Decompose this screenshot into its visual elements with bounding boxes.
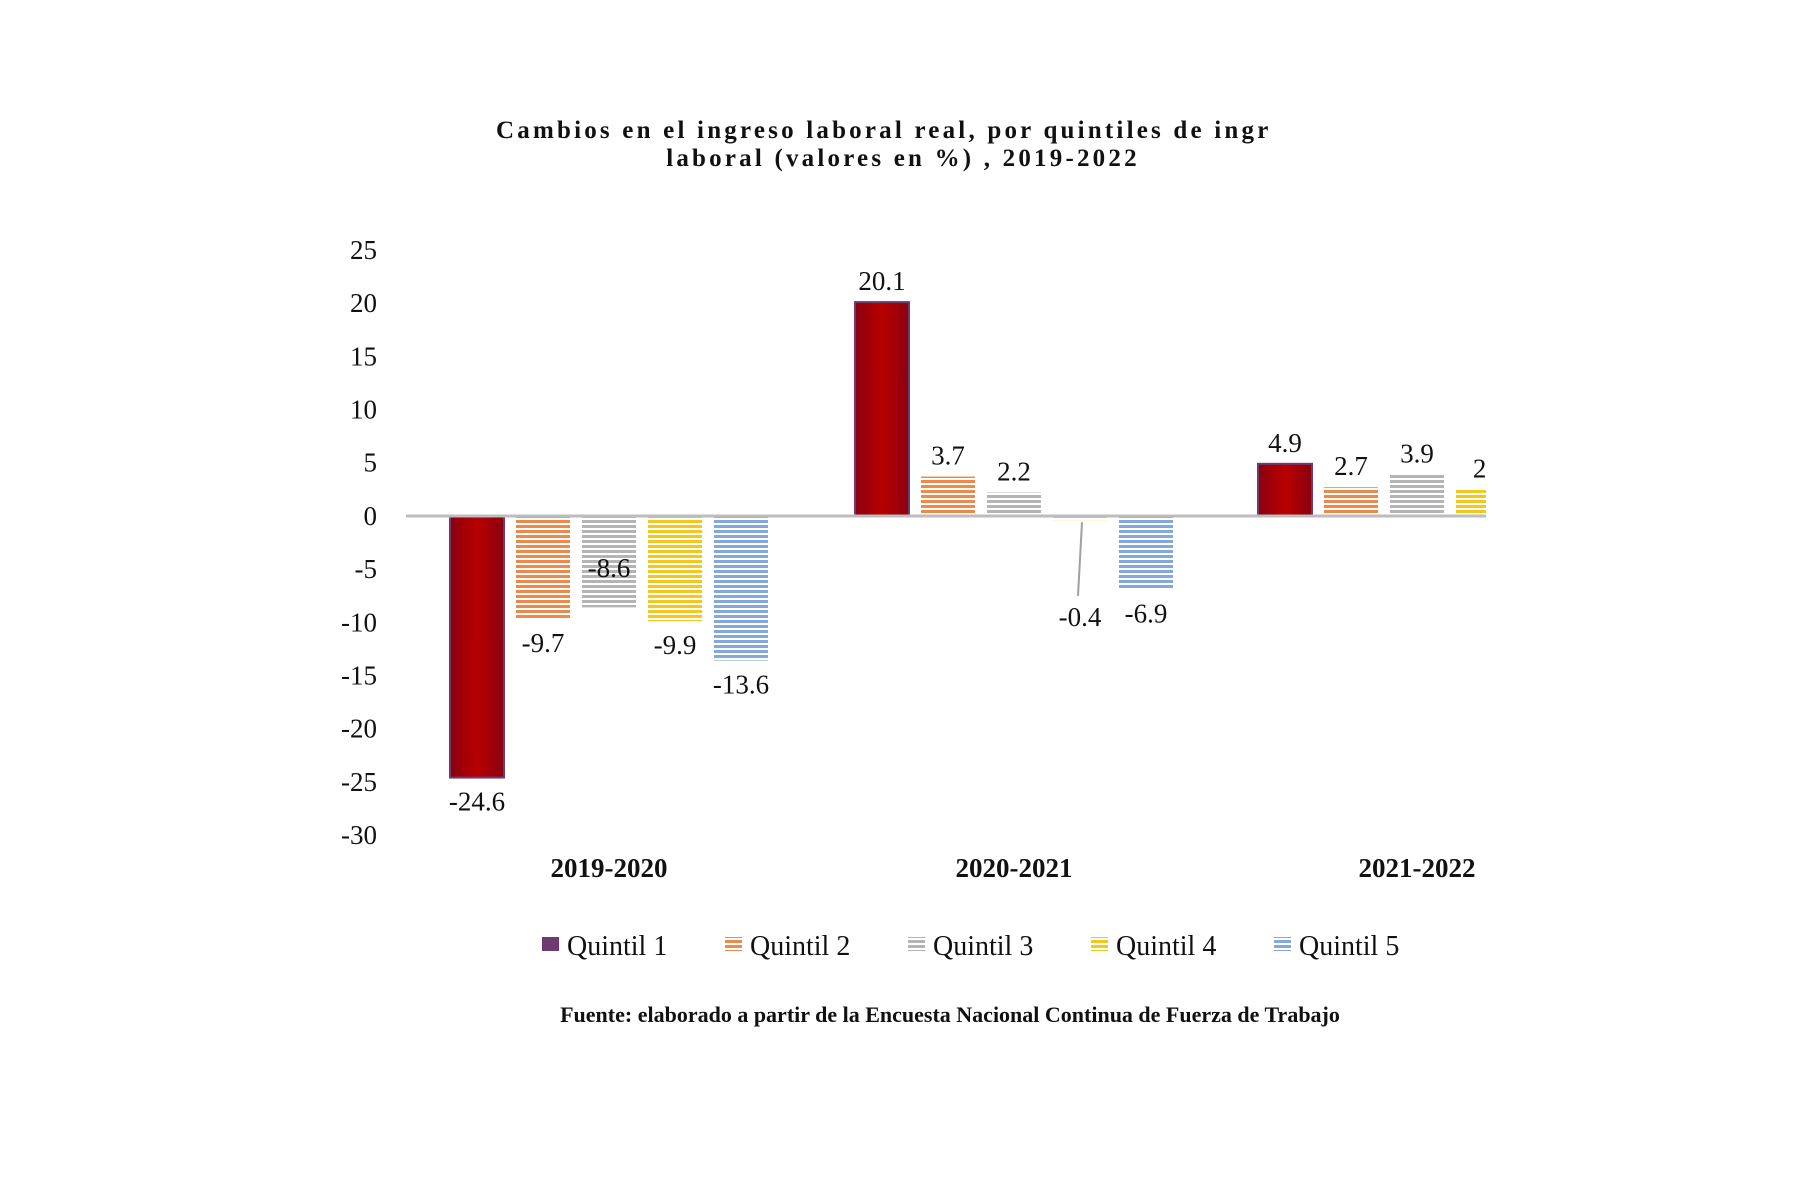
- data-label: 2.2: [997, 457, 1031, 487]
- data-label: -24.6: [449, 787, 505, 817]
- bar-quintil-3-2020-2021: [987, 492, 1041, 516]
- legend: Quintil 1 Quintil 2 Quintil 3 Quintil 4 Quin…: [542, 931, 1399, 962]
- leader-line: [1077, 522, 1083, 597]
- bar-quintil-2-2020-2021: [921, 476, 975, 516]
- bar-quintil-5-2020-2021: [1119, 515, 1173, 590]
- y-tick-label: -10: [341, 607, 377, 637]
- legend-label: Quintil 4: [1116, 931, 1216, 962]
- legend-item-quintil-5: Quintil 5: [1274, 931, 1399, 962]
- category-label: 2021-2022: [1359, 853, 1476, 883]
- data-label: -0.4: [1059, 602, 1102, 632]
- legend-label: Quintil 5: [1299, 931, 1399, 962]
- chart-title: Cambios en el ingreso laboral real, por …: [496, 117, 1272, 172]
- data-label: -6.9: [1125, 598, 1168, 628]
- bar-quintil-3-2019-2020: [582, 515, 636, 608]
- category-labels: 2019-2020 2020-2021 2021-2022: [551, 853, 1476, 883]
- category-label: 2019-2020: [551, 853, 668, 883]
- legend-item-quintil-2: Quintil 2: [725, 931, 850, 962]
- legend-label: Quintil 2: [750, 931, 850, 962]
- data-label: 3.7: [931, 441, 965, 471]
- y-tick-label: -30: [341, 820, 377, 850]
- legend-swatch: [1091, 937, 1108, 951]
- bar-quintil-1-2020-2021: [854, 301, 910, 517]
- y-tick-label: -5: [355, 554, 378, 584]
- bar-quintil-1-2021-2022: [1257, 462, 1313, 517]
- legend-swatch: [725, 937, 742, 951]
- y-tick-label: -25: [341, 767, 377, 797]
- y-tick-label: -15: [341, 660, 377, 690]
- legend-swatch: [1274, 937, 1291, 951]
- data-labels: -24.6 -9.7 -8.6 -9.9 -13.6 20.1 3.7 2.2 -0.4 -6.9…: [449, 266, 1493, 817]
- bar-quintil-1-2019-2020: [449, 514, 505, 779]
- data-label: -9.9: [654, 630, 697, 660]
- bar-quintil-5-2019-2020: [714, 515, 768, 661]
- y-axis-ticks: 25 20 15 10 5 0 -5 -10 -15 -20 -25 -30: [341, 235, 377, 850]
- bar-quintil-3-2021-2022: [1390, 474, 1444, 516]
- legend-swatch: [542, 937, 559, 951]
- legend-swatch: [908, 937, 925, 951]
- data-label: -13.6: [713, 670, 769, 700]
- source-note: Fuente: elaborado a partir de la Encuest…: [560, 1002, 1340, 1027]
- y-tick-label: 15: [350, 341, 377, 371]
- data-label: 3.9: [1400, 438, 1434, 468]
- legend-label: Quintil 1: [567, 931, 667, 962]
- y-tick-label: 10: [350, 395, 377, 425]
- chart-title-line-2: laboral (valores en %) , 2019-2022: [666, 145, 1140, 172]
- category-label: 2020-2021: [956, 853, 1073, 883]
- data-label: 2.: [1473, 453, 1493, 483]
- legend-item-quintil-1: Quintil 1: [542, 931, 667, 962]
- bar-quintil-4-2020-2021: [1053, 515, 1107, 521]
- bar-quintil-2-2019-2020: [516, 515, 570, 620]
- data-label: 20.1: [858, 266, 905, 296]
- y-tick-label: 5: [364, 448, 378, 478]
- chart-title-line-1: Cambios en el ingreso laboral real, por …: [496, 117, 1272, 144]
- data-label: -9.7: [522, 628, 565, 658]
- data-label: 4.9: [1268, 428, 1302, 458]
- bar-quintil-4-2021-2022: [1456, 489, 1486, 516]
- y-tick-label: 0: [364, 501, 378, 531]
- bars: [449, 301, 1486, 779]
- y-tick-label: 20: [350, 288, 377, 318]
- bar-quintil-4-2019-2020: [648, 515, 702, 622]
- data-label: 2.7: [1334, 451, 1368, 481]
- y-tick-label: 25: [350, 235, 377, 265]
- legend-item-quintil-3: Quintil 3: [908, 931, 1033, 962]
- y-tick-label: -20: [341, 714, 377, 744]
- bar-quintil-2-2021-2022: [1324, 487, 1378, 516]
- legend-item-quintil-4: Quintil 4: [1091, 931, 1216, 962]
- legend-label: Quintil 3: [933, 931, 1033, 962]
- data-label: -8.6: [588, 553, 631, 583]
